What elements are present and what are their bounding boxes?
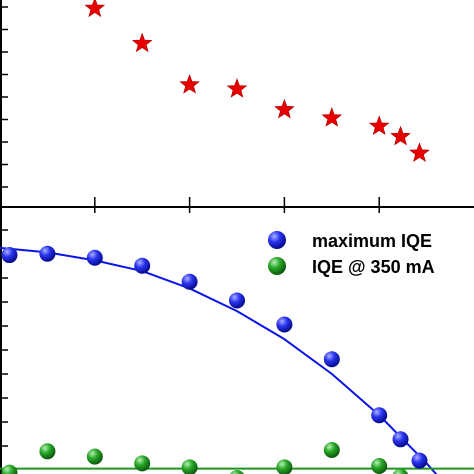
legend-marker-iqe-350ma	[268, 257, 286, 275]
legend-marker-maximum-iqe	[268, 231, 286, 249]
star-point	[84, 0, 106, 18]
top-panel	[0, 0, 474, 213]
point-maximum-iqe	[276, 316, 293, 333]
point-maximum-iqe	[371, 407, 388, 424]
point-iqe-350ma	[371, 457, 388, 474]
star-point	[390, 125, 411, 146]
point-iqe-350ma	[39, 443, 56, 460]
point-iqe-350ma	[181, 459, 198, 474]
legend: maximum IQE IQE @ 350 mA	[268, 231, 435, 277]
point-maximum-iqe	[39, 245, 56, 262]
point-maximum-iqe	[134, 257, 151, 274]
legend-label-maximum-iqe: maximum IQE	[312, 231, 432, 251]
point-iqe-350ma	[276, 459, 293, 474]
star-point	[226, 78, 248, 98]
point-iqe-350ma	[134, 455, 151, 472]
point-iqe-350ma	[86, 448, 103, 465]
top-panel-axes	[0, 0, 474, 213]
star-point	[179, 74, 200, 94]
fit-line-maximum-iqe	[0, 246, 438, 474]
point-maximum-iqe	[86, 249, 103, 266]
top-panel-marks	[84, 0, 430, 162]
point-maximum-iqe	[229, 292, 245, 309]
star-point	[131, 32, 153, 53]
star-point	[274, 98, 295, 119]
point-iqe-350ma	[323, 441, 340, 458]
point-iqe-350ma	[1, 464, 18, 474]
star-point	[321, 107, 343, 127]
point-maximum-iqe	[323, 351, 340, 368]
point-maximum-iqe	[1, 247, 18, 264]
legend-label-iqe-350ma: IQE @ 350 mA	[312, 257, 435, 277]
star-point	[409, 142, 430, 162]
point-maximum-iqe	[181, 273, 198, 290]
point-maximum-iqe	[411, 452, 428, 469]
point-iqe-350ma	[392, 468, 409, 474]
bottom-panel-fit-lines	[0, 246, 474, 474]
bottom-panel-marks	[1, 245, 428, 474]
point-iqe-350ma	[230, 470, 244, 474]
point-maximum-iqe	[392, 431, 409, 448]
bottom-panel: maximum IQE IQE @ 350 mA	[0, 207, 474, 474]
star-point	[368, 115, 390, 136]
